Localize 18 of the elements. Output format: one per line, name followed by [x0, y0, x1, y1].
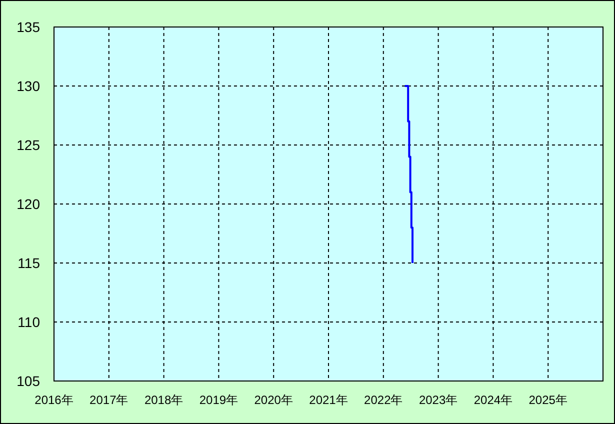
y-tick-label: 105 [16, 373, 40, 389]
x-tick-label: 2022年 [364, 393, 403, 407]
y-tick-label: 135 [16, 19, 40, 35]
x-tick-label: 2024年 [474, 393, 513, 407]
x-tick-label: 2018年 [144, 393, 184, 407]
x-tick-label: 2021年 [309, 393, 348, 407]
line-series [404, 85, 414, 264]
x-tick-label: 2023年 [418, 393, 458, 407]
x-tick-label: 2025年 [528, 393, 568, 407]
x-tick-label: 2020年 [254, 393, 293, 407]
x-tick-label: 2016年 [34, 393, 74, 407]
y-tick-label: 125 [16, 137, 40, 153]
x-tick-label: 2017年 [90, 393, 128, 407]
y-tick-label: 110 [18, 314, 40, 330]
y-tick-label: 120 [16, 196, 40, 212]
y-tick-label: 130 [16, 78, 40, 94]
y-tick-label: 115 [18, 255, 40, 271]
x-tick-label: 2019年 [199, 393, 238, 407]
